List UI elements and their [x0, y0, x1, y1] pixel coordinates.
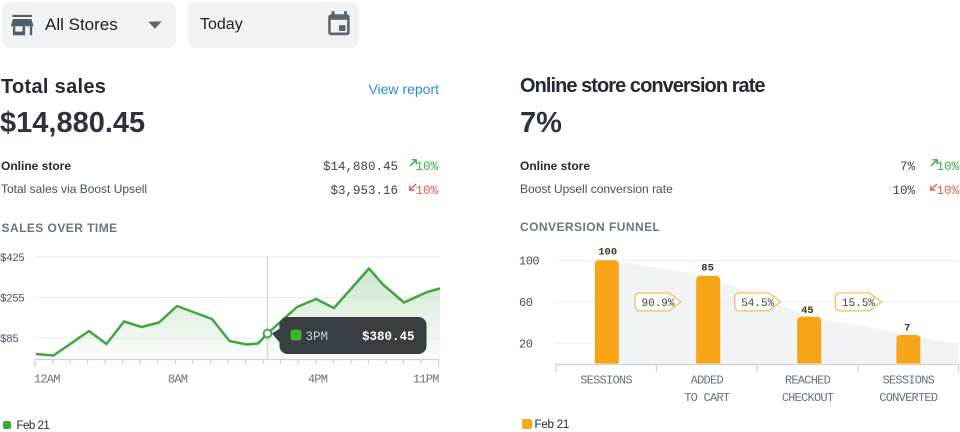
svg-text:TO CART: TO CART	[684, 391, 730, 405]
svg-text:20: 20	[519, 337, 533, 351]
svg-text:ADDED: ADDED	[691, 374, 724, 388]
svg-text:12AM: 12AM	[34, 373, 60, 387]
svg-text:$85: $85	[0, 334, 18, 346]
svg-text:60: 60	[519, 296, 533, 310]
svg-text:$425: $425	[0, 253, 24, 265]
svg-text:90.9%: 90.9%	[642, 298, 675, 310]
svg-text:100: 100	[598, 247, 617, 259]
svg-text:8AM: 8AM	[168, 373, 188, 387]
svg-text:3PM: 3PM	[306, 330, 329, 344]
svg-text:7: 7	[904, 323, 910, 335]
svg-text:CHECKOUT: CHECKOUT	[782, 391, 834, 405]
svg-text:$255: $255	[0, 294, 24, 306]
svg-text:SESSIONS: SESSIONS	[882, 374, 934, 388]
svg-text:45: 45	[801, 305, 814, 317]
svg-text:CONVERTED: CONVERTED	[879, 391, 938, 405]
svg-text:15.5%: 15.5%	[842, 298, 875, 310]
svg-text:SESSIONS: SESSIONS	[580, 374, 632, 388]
svg-text:11PM: 11PM	[413, 373, 439, 387]
svg-text:100: 100	[519, 255, 539, 269]
svg-text:REACHED: REACHED	[785, 374, 831, 388]
svg-text:85: 85	[701, 263, 714, 275]
svg-text:4PM: 4PM	[308, 373, 328, 387]
svg-text:$380.45: $380.45	[362, 330, 415, 344]
svg-text:54.5%: 54.5%	[741, 298, 774, 310]
